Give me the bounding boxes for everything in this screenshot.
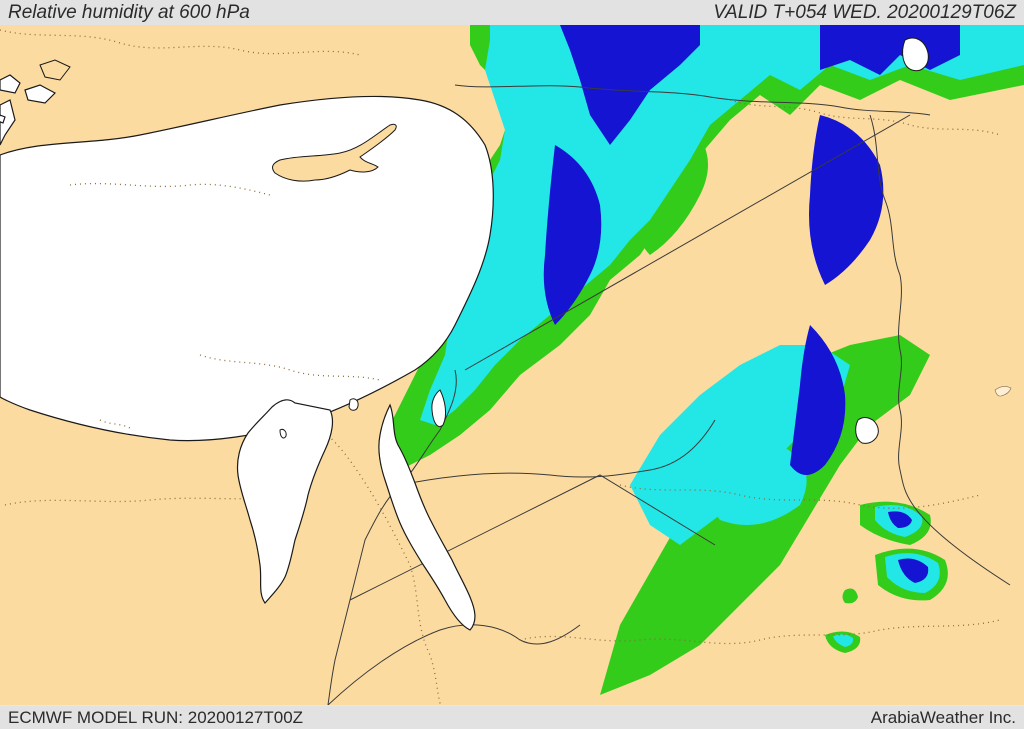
valid-time-label: VALID T+054 WED. 20200129T06Z <box>713 2 1016 24</box>
footer-bar: ECMWF MODEL RUN: 20200127T00Z ArabiaWeat… <box>0 706 1024 729</box>
attribution-label: ArabiaWeather Inc. <box>871 708 1016 728</box>
model-run-label: ECMWF MODEL RUN: 20200127T00Z <box>8 708 303 728</box>
map-canvas[interactable] <box>0 25 1024 705</box>
header-bar: Relative humidity at 600 hPa VALID T+054… <box>0 0 1024 25</box>
map-title-label: Relative humidity at 600 hPa <box>8 2 250 24</box>
misc-islands-layer <box>280 429 286 438</box>
weather-map-app: Relative humidity at 600 hPa VALID T+054… <box>0 0 1024 729</box>
